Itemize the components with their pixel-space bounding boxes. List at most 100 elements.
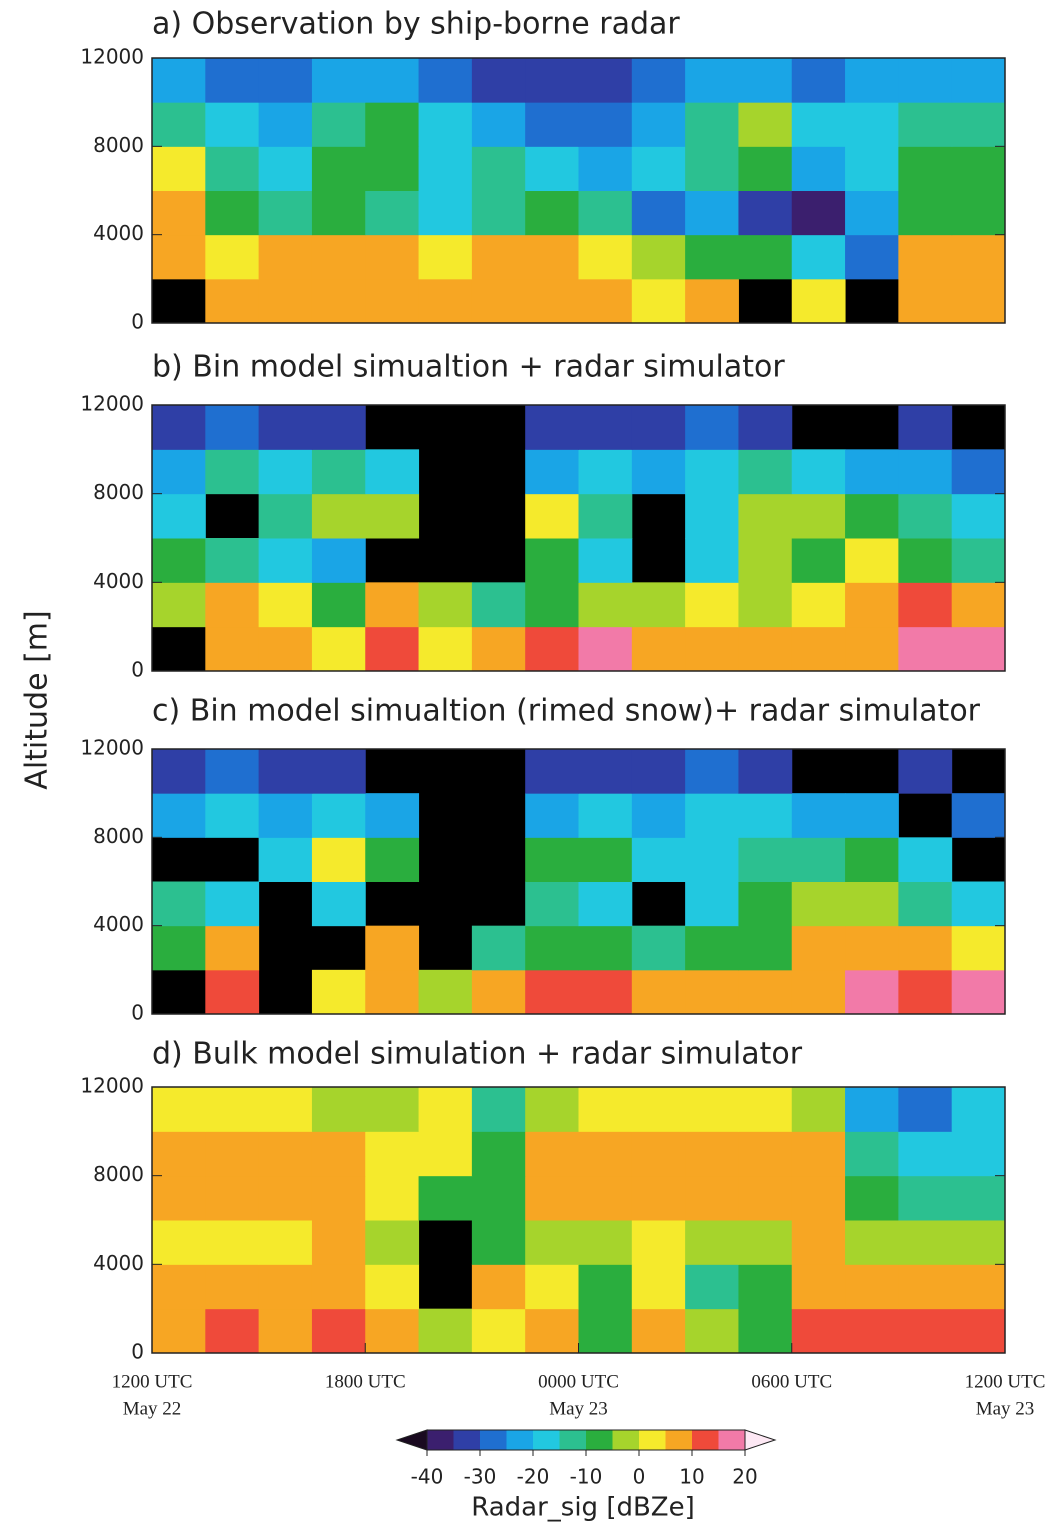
heatmap-cell	[365, 1308, 420, 1354]
heatmap-cell	[525, 278, 579, 324]
colorbar-tick-label: -20	[517, 1465, 550, 1489]
heatmap-cell	[845, 538, 899, 583]
heatmap-cell	[365, 1264, 420, 1310]
heatmap-cell	[951, 1220, 1006, 1265]
colorbar-label: Radar_sig [dBZe]	[471, 1493, 695, 1523]
heatmap-cell	[578, 190, 633, 236]
heatmap-cell	[365, 102, 420, 147]
heatmap-cell	[525, 449, 579, 495]
heatmap-cell	[631, 969, 686, 1015]
heatmap-cell	[898, 58, 953, 103]
heatmap-cell	[311, 1220, 366, 1265]
heatmap-cell	[738, 881, 793, 927]
heatmap-cell	[738, 102, 793, 147]
heatmap-cell	[898, 234, 953, 280]
colorbar-segment	[665, 1430, 693, 1450]
heatmap-cell	[685, 1220, 739, 1265]
heatmap-cell	[311, 102, 366, 147]
heatmap-cell	[418, 234, 473, 280]
heatmap-cell	[791, 626, 846, 672]
heatmap-cell	[365, 582, 420, 628]
heatmap-cell	[685, 538, 739, 583]
heatmap-cell	[471, 1308, 526, 1354]
heatmap-cell	[791, 1220, 846, 1265]
heatmap-cell	[898, 146, 953, 191]
y-tick-label: 12000	[80, 736, 144, 760]
heatmap-cell	[258, 405, 313, 450]
heatmap-cell	[631, 626, 686, 672]
heatmap-cell	[258, 1264, 313, 1310]
heatmap-cell	[898, 102, 953, 147]
heatmap-cell	[525, 582, 579, 628]
heatmap-cell	[738, 793, 793, 838]
heatmap-cell	[205, 969, 260, 1015]
heatmap-cell	[898, 969, 953, 1015]
heatmap-cell	[685, 405, 739, 450]
heatmap-cell	[685, 969, 739, 1015]
heatmap-cell	[205, 278, 260, 324]
heatmap-cell	[525, 749, 579, 794]
heatmap-cell	[738, 190, 793, 236]
heatmap-cell	[365, 493, 420, 539]
heatmap-cell	[791, 925, 846, 971]
colorbar-segment	[586, 1430, 613, 1450]
x-tick-date: May 23	[976, 1398, 1035, 1419]
heatmap-cell	[951, 969, 1006, 1015]
heatmap-cell	[152, 582, 206, 628]
heatmap-cell	[152, 1308, 206, 1354]
heatmap-cell	[791, 1087, 846, 1132]
heatmap-cell	[791, 146, 846, 191]
heatmap-cell	[205, 793, 260, 838]
heatmap-cell	[365, 146, 420, 191]
heatmap-cell	[525, 1308, 579, 1354]
heatmap-cell	[525, 1087, 579, 1132]
heatmap-cell	[152, 1220, 206, 1265]
heatmap-cell	[152, 1264, 206, 1310]
heatmap-cell	[418, 1131, 473, 1177]
heatmap-cell	[791, 449, 846, 495]
heatmap-cell	[578, 405, 633, 450]
colorbar-tick-label: 10	[679, 1465, 704, 1489]
heatmap-cell	[845, 1087, 899, 1132]
heatmap-cell	[951, 493, 1006, 539]
heatmap-cell	[311, 278, 366, 324]
heatmap-cell	[791, 837, 846, 882]
heatmap-cell	[525, 793, 579, 838]
heatmap-cell	[898, 1087, 953, 1132]
heatmap-cell	[685, 793, 739, 838]
heatmap-cell	[365, 837, 420, 882]
heatmap-cell	[311, 969, 366, 1015]
heatmap-cell	[898, 1220, 953, 1265]
colorbar-tick-label: 0	[633, 1465, 646, 1489]
heatmap-cell	[631, 837, 686, 882]
heatmap-cell	[791, 793, 846, 838]
heatmap-cell	[578, 146, 633, 191]
heatmap-cell	[898, 278, 953, 324]
heatmap-cell	[311, 538, 366, 583]
y-tick-label: 12000	[80, 392, 144, 416]
heatmap-cell	[152, 749, 206, 794]
colorbar-segment	[453, 1430, 481, 1450]
heatmap-cell	[685, 190, 739, 236]
heatmap-cell	[845, 1220, 899, 1265]
heatmap-cell	[845, 881, 899, 927]
heatmap-cell	[471, 626, 526, 672]
heatmap-cell	[471, 1220, 526, 1265]
colorbar-segment	[506, 1430, 534, 1450]
heatmap-cell	[525, 1131, 579, 1177]
heatmap-cell	[152, 405, 206, 450]
heatmap-cell	[471, 278, 526, 324]
y-tick-label: 0	[131, 1001, 144, 1025]
heatmap-cell	[631, 925, 686, 971]
heatmap-cell	[152, 58, 206, 103]
heatmap-cell	[791, 969, 846, 1015]
heatmap-cell	[685, 146, 739, 191]
heatmap-cell	[791, 278, 846, 324]
heatmap-cell	[525, 58, 579, 103]
heatmap-cell	[951, 449, 1006, 495]
heatmap-cell	[311, 58, 366, 103]
heatmap-cell	[311, 1131, 366, 1177]
heatmap-cell	[205, 190, 260, 236]
heatmap-cell	[898, 749, 953, 794]
heatmap-cell	[578, 1220, 633, 1265]
